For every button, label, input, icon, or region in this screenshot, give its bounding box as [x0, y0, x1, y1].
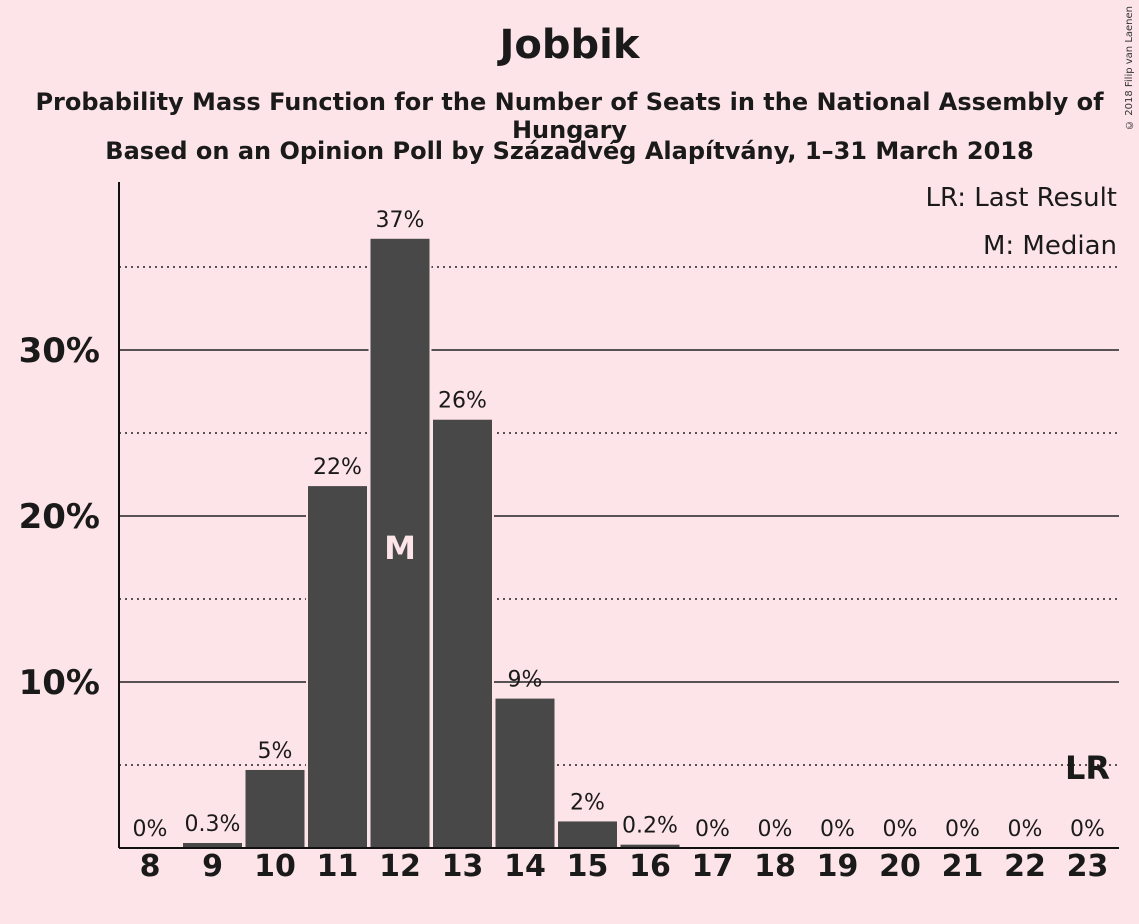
bar-value-label: 37% [376, 208, 425, 233]
x-tick-label: 8 [140, 849, 161, 884]
y-tick-label: 30% [19, 331, 100, 371]
legend-last-result: LR: Last Result [925, 183, 1117, 213]
bar-value-label: 26% [438, 389, 487, 414]
bar [558, 821, 617, 848]
bar-value-label: 0.3% [185, 812, 241, 837]
x-tick-label: 21 [942, 849, 984, 884]
x-tick-label: 18 [754, 849, 796, 884]
x-tick-label: 20 [879, 849, 921, 884]
y-tick-label: 10% [19, 663, 100, 703]
legend-median: M: Median [982, 231, 1117, 261]
x-tick-label: 11 [317, 849, 359, 884]
bar-value-label: 0% [695, 817, 730, 842]
bar [183, 843, 242, 848]
bar-value-label: 0% [883, 817, 918, 842]
bar [308, 486, 367, 848]
x-tick-label: 22 [1004, 849, 1046, 884]
bar-value-label: 22% [313, 455, 362, 480]
x-tick-label: 23 [1067, 849, 1109, 884]
x-tick-label: 15 [567, 849, 609, 884]
bar-value-label: 0% [945, 817, 980, 842]
bar [495, 698, 555, 848]
x-tick-label: 13 [442, 849, 484, 884]
x-tick-label: 19 [817, 849, 859, 884]
last-result-marker: LR [1065, 749, 1110, 787]
chart-title: Jobbik [499, 22, 640, 68]
y-tick-label: 20% [19, 497, 100, 537]
bar-value-label: 0.2% [622, 814, 678, 839]
x-tick-label: 17 [692, 849, 734, 884]
bar [245, 769, 305, 848]
x-tick-label: 12 [379, 849, 421, 884]
x-tick-label: 14 [504, 849, 546, 884]
bar-value-label: 0% [1070, 817, 1105, 842]
bar [433, 419, 492, 848]
x-tick-label: 16 [629, 849, 671, 884]
bar [370, 238, 430, 848]
bar-value-label: 9% [508, 668, 543, 693]
chart-subtitle: Probability Mass Function for the Number… [35, 88, 1104, 144]
chart-subtitle-poll: Based on an Opinion Poll by Századvég Al… [105, 137, 1034, 165]
bar-value-label: 0% [133, 817, 168, 842]
median-marker: M [384, 529, 416, 567]
x-tick-label: 10 [254, 849, 296, 884]
x-tick-label: 9 [202, 849, 223, 884]
bar [620, 844, 680, 848]
bar-value-label: 0% [820, 817, 855, 842]
bar-value-label: 0% [758, 817, 793, 842]
bar-value-label: 2% [570, 790, 605, 815]
bar-value-label: 0% [1008, 817, 1043, 842]
bar-value-label: 5% [258, 739, 293, 764]
